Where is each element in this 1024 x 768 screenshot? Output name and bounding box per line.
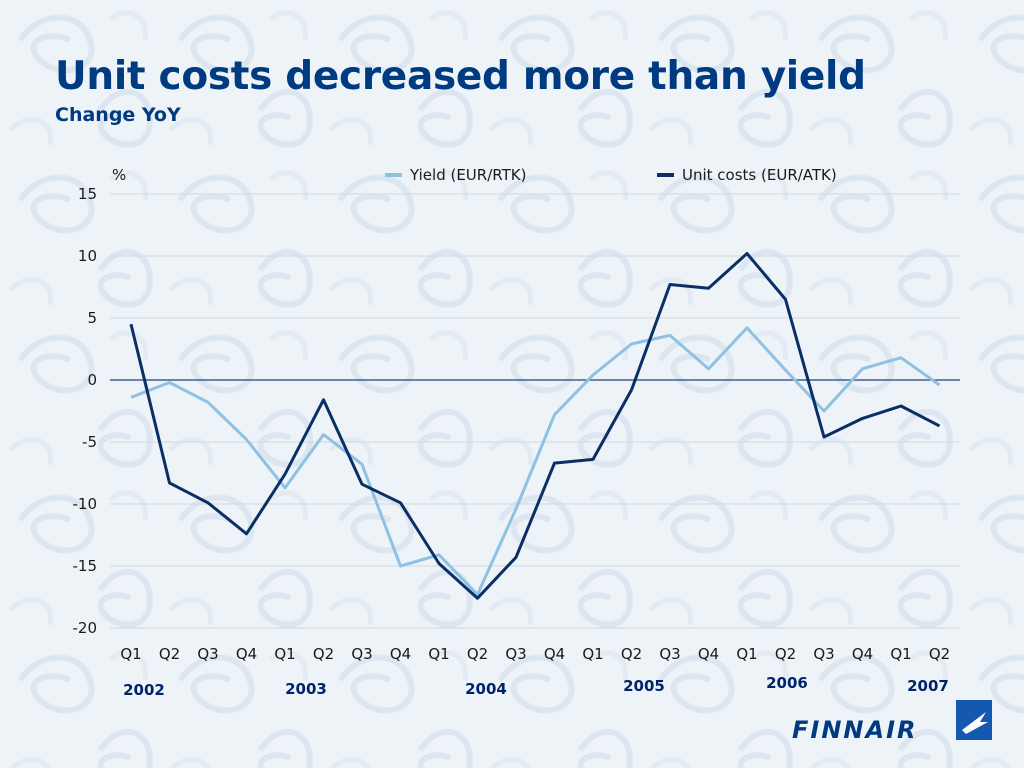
y-tick-label: -5 [82,433,97,451]
page-title: Unit costs decreased more than yield [55,54,866,99]
year-label: 2007 [907,677,949,695]
x-tick-label: Q1 [120,645,141,663]
x-tick-label: Q4 [852,645,873,663]
x-tick-label: Q4 [698,645,719,663]
x-tick-label: Q3 [197,645,218,663]
x-tick-label: Q1 [736,645,757,663]
x-axis-ticks: Q1 Q2 Q3 Q4 Q1 Q2 Q3 Q4 Q1 Q2 Q3 Q4 Q1 Q2 Q3 Q4 Q1 Q2 Q3 Q4… [120,645,950,663]
x-tick-label: Q3 [351,645,372,663]
x-tick-label: Q2 [467,645,488,663]
year-label: 2005 [623,677,665,695]
series-line-yield [130,326,941,596]
x-tick-label: Q1 [890,645,911,663]
y-tick-label: -10 [73,495,98,513]
legend-label-unit-costs: Unit costs (EUR/ATK) [682,166,837,184]
x-tick-label: Q2 [313,645,334,663]
y-tick-label: 15 [78,185,97,203]
year-label: 2004 [465,680,507,698]
legend-label-yield: Yield (EUR/RTK) [409,166,526,184]
x-tick-label: Q2 [775,645,796,663]
y-tick-label: 10 [78,247,97,265]
series-line-unit-costs [129,252,941,600]
y-tick-label: -15 [73,557,98,575]
x-tick-label: Q4 [236,645,257,663]
year-labels: 2002 2003 2004 2005 2006 2007 [123,674,949,699]
logo-wordmark: FINNAIR [792,716,917,744]
year-label: 2006 [766,674,808,692]
y-tick-label: 5 [87,309,97,327]
x-tick-label: Q3 [659,645,680,663]
x-tick-label: Q3 [505,645,526,663]
logo-emblem [956,700,992,740]
x-tick-label: Q4 [390,645,411,663]
x-tick-label: Q1 [428,645,449,663]
year-label: 2002 [123,681,165,699]
y-tick-label: 0 [87,371,97,389]
x-tick-label: Q2 [929,645,950,663]
year-label: 2003 [285,680,327,698]
grid-lines [110,193,960,629]
page-subtitle: Change YoY [55,104,181,126]
y-axis-ticks: 15 10 5 0 -5 -10 -15 -20 [73,185,98,637]
legend: % Yield (EUR/RTK) Unit costs (EUR/ATK) [112,166,837,184]
y-unit-label: % [112,166,126,184]
series-lines [129,252,941,600]
x-tick-label: Q3 [813,645,834,663]
x-tick-label: Q1 [274,645,295,663]
x-tick-label: Q1 [582,645,603,663]
x-tick-label: Q2 [621,645,642,663]
x-tick-label: Q4 [544,645,565,663]
x-tick-label: Q2 [159,645,180,663]
finnair-logo: FINNAIR [792,700,992,744]
y-tick-label: -20 [73,619,98,637]
